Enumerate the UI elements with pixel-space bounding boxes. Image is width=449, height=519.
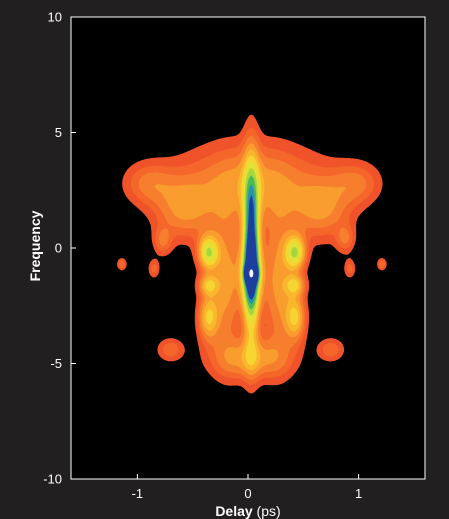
peak-marker bbox=[249, 269, 254, 278]
y-tick-label: -5 bbox=[50, 356, 62, 371]
x-tick-label: 0 bbox=[244, 486, 251, 501]
x-axis-label-bold: Delay bbox=[215, 503, 253, 519]
x-axis-label: Delay (ps) bbox=[215, 503, 280, 519]
y-tick-label: 5 bbox=[55, 125, 62, 140]
y-axis-label: Frequency bbox=[27, 210, 43, 281]
y-tick-label: 0 bbox=[55, 241, 62, 256]
x-tick-label: 1 bbox=[355, 486, 362, 501]
x-axis-label-unit: (ps) bbox=[253, 503, 281, 519]
y-tick-label: 10 bbox=[48, 10, 62, 25]
y-tick-label: -10 bbox=[43, 472, 62, 487]
contour-layer bbox=[117, 114, 387, 394]
x-tick-label: -1 bbox=[132, 486, 144, 501]
